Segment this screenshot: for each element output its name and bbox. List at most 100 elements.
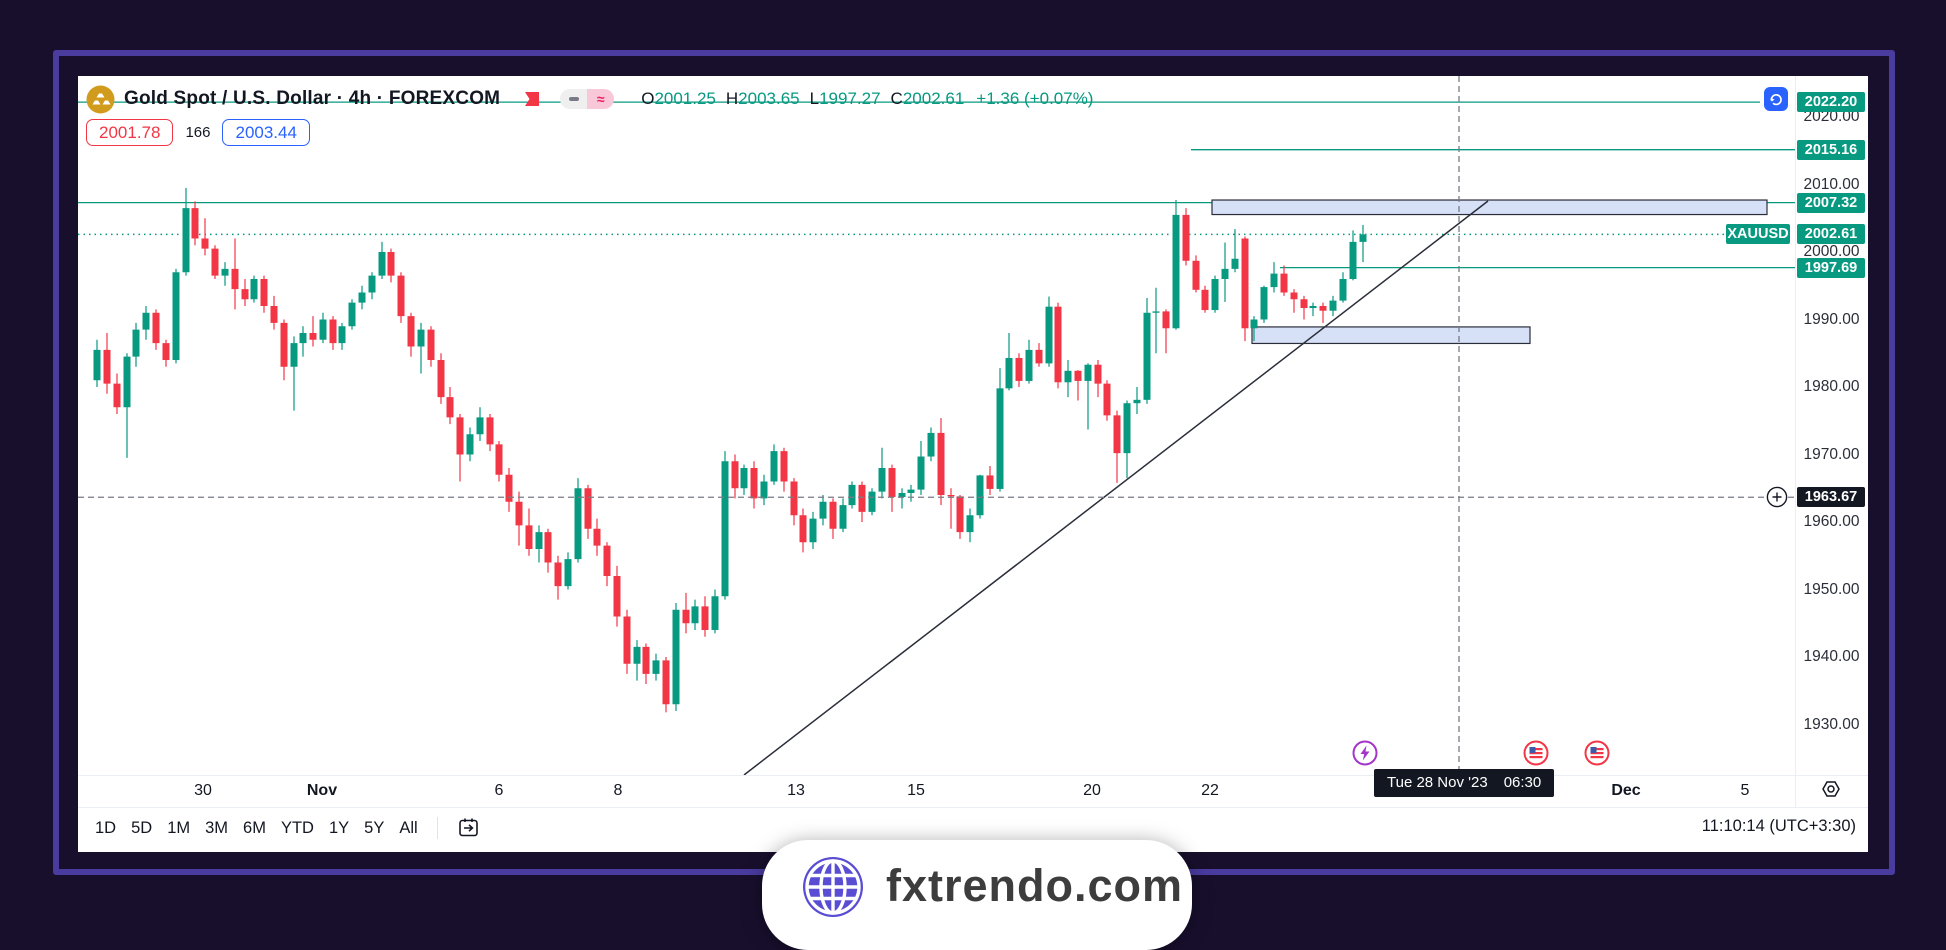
add-alert-plus-button[interactable]	[1766, 486, 1788, 508]
us-economic-event-icon[interactable]	[1584, 740, 1610, 766]
go-to-date-calendar-icon[interactable]	[457, 816, 481, 840]
candle-body	[986, 475, 994, 489]
candle-body	[848, 484, 856, 506]
range-button-6M[interactable]: 6M	[243, 818, 266, 837]
candle-body	[839, 505, 847, 529]
candle-body	[1270, 273, 1278, 288]
range-button-5Y[interactable]: 5Y	[364, 818, 385, 837]
candle-body	[574, 488, 582, 560]
fxtrendo-logo-text: fxtrendo.com	[886, 860, 1184, 911]
time-tick-label: 22	[1201, 782, 1219, 799]
candle-body	[917, 456, 925, 490]
tooltip-date: Tue 28 Nov '23	[1387, 774, 1488, 791]
delay-indicator-icon	[560, 89, 588, 109]
zone-rectangle[interactable]	[1251, 326, 1531, 345]
candle-body	[1064, 370, 1072, 383]
session-clock[interactable]: 11:10:14 (UTC+3:30)	[1701, 817, 1856, 835]
candle-body	[1133, 399, 1141, 404]
price-tick-label: 1960.00	[1803, 513, 1860, 530]
range-button-3M[interactable]: 3M	[205, 818, 229, 837]
price-tick-label: 1980.00	[1803, 378, 1860, 395]
toolbar-separator	[436, 817, 438, 839]
candle-body	[1015, 357, 1023, 381]
candlestick-chart[interactable]	[78, 76, 1795, 775]
scroll-to-realtime-button[interactable]	[1764, 87, 1788, 111]
globe-icon	[803, 857, 863, 917]
candle-body	[427, 329, 435, 360]
time-tick-label: Nov	[306, 782, 338, 799]
candle-body	[280, 322, 288, 367]
candle-body	[309, 333, 317, 340]
candle-body	[397, 275, 405, 317]
flag-icon[interactable]	[523, 90, 541, 108]
candle-body	[466, 434, 474, 455]
candle-body	[260, 279, 268, 306]
candle-body	[603, 545, 611, 576]
candle-body	[760, 481, 768, 499]
ohlc-H: H2003.65	[725, 89, 800, 108]
candle-body	[740, 468, 748, 489]
candle-body	[191, 208, 199, 239]
candle-body	[564, 559, 572, 587]
candle-body	[1025, 349, 1033, 381]
range-button-1D[interactable]: 1D	[95, 818, 117, 837]
current-price-label: 2002.61	[1797, 224, 1865, 245]
idea-lightning-marker[interactable]	[1352, 740, 1378, 766]
candle-body	[505, 474, 513, 502]
range-button-All[interactable]: All	[399, 818, 418, 837]
candle-body	[1182, 214, 1190, 261]
range-button-YTD[interactable]: YTD	[280, 818, 314, 837]
price-scale[interactable]: 2020.00 2010.00 2000.00 1990.00 1980.00 1970.…	[1795, 76, 1868, 775]
candle-body	[1280, 273, 1288, 293]
candle-body	[701, 606, 709, 630]
zone-rectangle[interactable]	[1211, 199, 1768, 216]
candle-body	[250, 279, 258, 300]
candle-body	[1300, 299, 1308, 309]
range-button-5D[interactable]: 5D	[131, 818, 153, 837]
price-tick-label: 1940.00	[1803, 648, 1860, 665]
trend-line[interactable]	[743, 200, 1489, 775]
candle-body	[888, 468, 896, 498]
symbol-price-tag: XAUUSD	[1726, 224, 1790, 245]
candle-body	[1241, 238, 1249, 329]
candle-body	[1260, 287, 1268, 320]
ohlc-O: O2001.25	[641, 89, 716, 108]
candle-body	[809, 518, 817, 543]
page: { "window": { "bg": "#180f2d", "border_c…	[53, 50, 1895, 950]
candle-body	[1084, 364, 1092, 381]
candle-body	[947, 495, 955, 497]
candle-body	[348, 302, 356, 327]
candle-body	[1339, 279, 1347, 301]
market-status-pill[interactable]: ≈	[560, 89, 615, 109]
price-tick-label: 2000.00	[1803, 243, 1860, 260]
candle-body	[1309, 306, 1317, 309]
candle-body	[132, 329, 140, 357]
candle-body	[535, 532, 543, 549]
range-button-1Y[interactable]: 1Y	[328, 818, 350, 837]
range-toolbar: 1D 5D 1M 3M 6M YTD 1Y 5Y All	[95, 814, 481, 842]
candle-body	[790, 481, 798, 516]
candle-body	[290, 343, 298, 367]
ohlc-C: C2002.61	[890, 89, 965, 108]
candle-body	[770, 451, 778, 482]
time-axis[interactable]: 30 Nov 6 8 13 15 20 22 Dec 5	[78, 775, 1795, 807]
candle-body	[241, 289, 249, 300]
candle-body	[93, 349, 101, 381]
time-tick-label: Dec	[1611, 782, 1641, 799]
price-scale-divider	[1795, 76, 1796, 807]
candle-body	[721, 461, 729, 597]
scale-settings-gear-icon[interactable]	[1820, 778, 1842, 800]
candle-body	[1221, 268, 1229, 279]
plot-overlay: XAUUSD Tue 28 Nov '23 06:30	[78, 76, 1795, 797]
us-economic-event-icon[interactable]	[1523, 740, 1549, 766]
approx-indicator-icon: ≈	[587, 89, 615, 109]
candle-body	[642, 646, 650, 674]
candle-body	[1172, 214, 1180, 329]
bid-price[interactable]: 2001.78	[86, 118, 174, 146]
range-button-1M[interactable]: 1M	[167, 818, 191, 837]
ohlc-values: O2001.25 H2003.65 L1997.27 C2002.61 +1.36 (+…	[641, 89, 1093, 109]
ask-price[interactable]: 2003.44	[222, 118, 310, 146]
price-level-label: 2022.20	[1797, 92, 1865, 113]
symbol-title[interactable]: Gold Spot / U.S. Dollar · 4h · FOREXCOM	[124, 88, 501, 109]
candle-body	[898, 492, 906, 498]
